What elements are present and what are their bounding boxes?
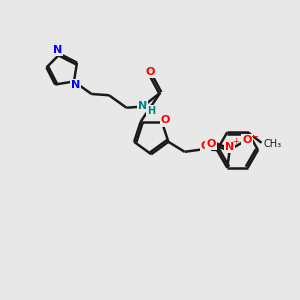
Text: +: +: [232, 137, 239, 146]
Text: N: N: [138, 101, 147, 111]
Text: O: O: [146, 67, 155, 77]
Text: CH₃: CH₃: [264, 139, 282, 149]
Text: O: O: [161, 116, 170, 125]
Text: H: H: [147, 106, 155, 116]
Text: O: O: [243, 135, 252, 145]
Text: O: O: [206, 139, 215, 149]
Text: −: −: [251, 132, 259, 142]
Text: O: O: [201, 141, 210, 151]
Text: N: N: [53, 45, 62, 55]
Text: N: N: [70, 80, 80, 90]
Text: N: N: [225, 142, 234, 152]
